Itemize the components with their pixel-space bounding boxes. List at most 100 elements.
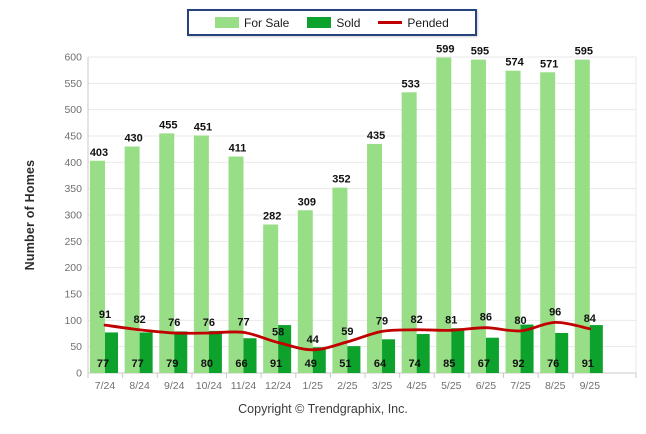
y-tick-label: 400 [64, 157, 82, 169]
x-tick-label: 12/24 [265, 380, 291, 392]
bar-sold [485, 337, 499, 373]
for-sale-value-label: 282 [263, 210, 281, 222]
sold-bars-layer [105, 324, 603, 373]
legend: For Sale Sold Pended [187, 9, 477, 36]
pended-value-label: 76 [168, 317, 180, 329]
bar-for-sale [401, 92, 417, 373]
pended-value-label: 77 [237, 316, 249, 328]
for-sale-swatch-icon [215, 17, 239, 28]
pended-value-label: 82 [411, 314, 423, 326]
y-tick-label: 100 [64, 315, 82, 327]
sold-value-label: 66 [235, 358, 247, 370]
sold-value-label: 85 [443, 358, 455, 370]
pended-value-label: 84 [584, 313, 597, 325]
pended-line-layer [103, 320, 592, 352]
bar-sold [451, 328, 465, 373]
x-tick-label: 9/25 [580, 380, 601, 392]
legend-item-for-sale: For Sale [215, 16, 289, 30]
y-tick-label: 200 [64, 262, 82, 274]
y-tick-label: 250 [64, 236, 82, 248]
for-sale-value-label: 599 [436, 44, 454, 56]
for-sale-value-label: 455 [159, 119, 177, 131]
bar-sold [174, 331, 188, 373]
sold-value-label: 74 [409, 358, 422, 370]
bar-sold [555, 332, 569, 373]
chart-canvas: 403 77 430 77 455 79 451 80 411 66 282 91 309 49 352 51… [64, 44, 637, 393]
sold-value-label: 77 [132, 358, 144, 370]
bar-sold [208, 330, 222, 373]
bar-sold [382, 339, 396, 373]
for-sale-value-label: 352 [332, 174, 350, 186]
bar-sold [139, 332, 153, 373]
pended-value-label: 96 [549, 306, 561, 318]
bar-sold [243, 338, 257, 373]
for-sale-value-label: 595 [471, 46, 489, 58]
pended-value-label: 80 [514, 315, 526, 327]
pended-value-label: 81 [445, 314, 457, 326]
legend-label-pended: Pended [407, 15, 449, 30]
y-tick-label: 550 [64, 78, 82, 90]
for-sale-value-label: 571 [540, 58, 558, 70]
pended-value-label: 79 [376, 315, 388, 327]
legend-label-for-sale: For Sale [244, 15, 290, 30]
bar-sold [312, 347, 326, 373]
sold-value-label: 91 [582, 358, 594, 370]
sold-value-label: 76 [547, 358, 559, 370]
bar-for-sale [297, 210, 313, 373]
for-sale-value-label: 533 [401, 78, 419, 90]
y-tick-label: 300 [64, 210, 82, 222]
for-sale-value-label: 574 [505, 57, 524, 69]
x-tick-label: 11/24 [231, 380, 257, 392]
bar-for-sale [540, 72, 556, 374]
x-tick-label: 1/25 [303, 380, 324, 392]
sold-value-label: 51 [339, 358, 351, 370]
for-sale-value-label: 403 [90, 147, 108, 159]
legend-label-sold: Sold [336, 15, 361, 30]
y-tick-label: 500 [64, 104, 82, 116]
pended-value-label: 76 [203, 317, 215, 329]
x-tick-label: 8/25 [545, 380, 566, 392]
value-labels-layer: 403 77 430 77 455 79 451 80 411 66 282 91 309 49 352 51… [90, 44, 597, 370]
sold-value-label: 49 [305, 358, 317, 370]
axis-labels-layer: 0 50 100 150 200 250 300 350 400 450 500 550 600 7/24… [64, 52, 600, 393]
x-tick-label: 10/24 [196, 380, 222, 392]
sold-value-label: 92 [512, 358, 524, 370]
bar-for-sale [124, 146, 140, 373]
bar-for-sale [90, 160, 105, 373]
pended-value-label: 44 [307, 334, 320, 346]
pended-value-label: 86 [480, 312, 492, 324]
for-sale-bars-layer [90, 57, 590, 374]
pended-line [103, 320, 592, 352]
bar-sold [589, 325, 603, 373]
sold-swatch-icon [307, 17, 332, 28]
bar-for-sale [332, 187, 348, 373]
sold-value-label: 79 [166, 358, 178, 370]
bar-for-sale [470, 59, 486, 374]
pended-value-label: 58 [272, 326, 284, 338]
bar-for-sale [574, 59, 590, 374]
bar-for-sale [159, 133, 175, 373]
bar-for-sale [228, 156, 244, 373]
for-sale-value-label: 435 [367, 130, 385, 142]
legend-item-pended: Pended [378, 15, 449, 30]
y-tick-label: 450 [64, 131, 82, 143]
bar-for-sale [367, 143, 383, 373]
sold-value-label: 91 [270, 358, 282, 370]
bar-sold [520, 324, 534, 373]
bar-sold [347, 346, 361, 373]
bar-for-sale [436, 57, 452, 373]
for-sale-value-label: 451 [194, 121, 212, 133]
bar-sold [416, 334, 430, 373]
legend-item-sold: Sold [307, 16, 360, 30]
sold-value-label: 67 [478, 358, 490, 370]
sold-value-label: 64 [374, 358, 387, 370]
bar-sold [278, 325, 292, 373]
for-sale-value-label: 309 [298, 196, 316, 208]
x-tick-label: 8/24 [129, 380, 150, 392]
sold-value-label: 77 [97, 358, 109, 370]
pended-line-swatch-icon [378, 21, 403, 24]
x-tick-label: 7/24 [95, 380, 116, 392]
y-axis-title: Number of Homes [23, 159, 37, 271]
x-tick-label: 7/25 [510, 380, 531, 392]
